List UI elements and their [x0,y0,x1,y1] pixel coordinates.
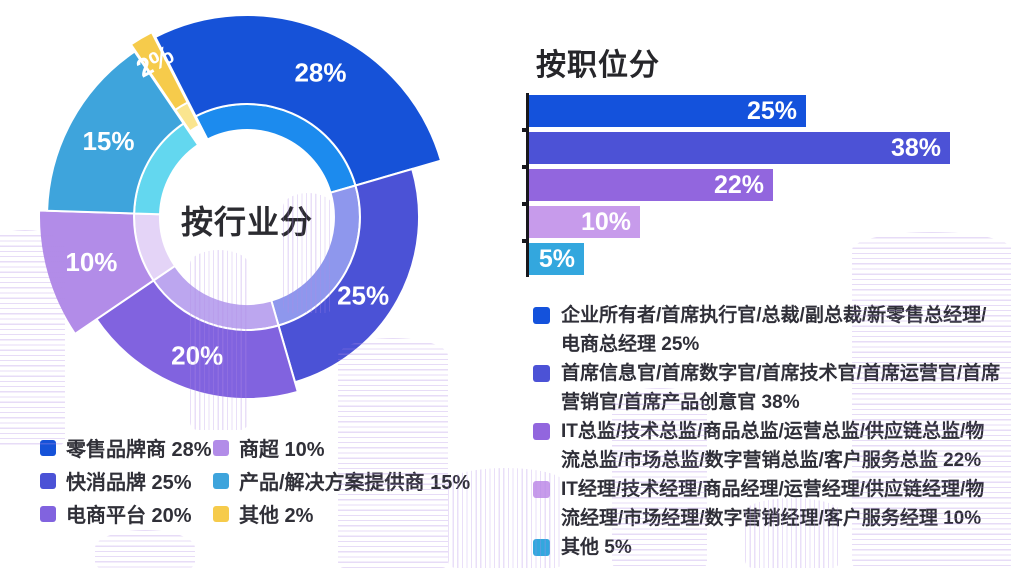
bar-axis-tick [522,201,527,206]
bar-segment: 22% [529,169,773,201]
legend-item: 其他 5% [533,533,1003,562]
legend-label: IT总监/技术总监/商品总监/运营总监/供应链总监/物流总监/市场总监/数字营销… [561,421,985,471]
industry-donut-legend: 零售品牌商 28% 快消品牌 25% 电商平台 20% 商超 10% 产品/解决方案提供… [40,431,470,530]
donut-slice [153,14,443,187]
donut-slice [46,50,185,215]
legend-label: 产品/解决方案提供商 15% [239,472,471,494]
donut-slice-label: 15% [82,126,134,156]
bar-value-label: 25% [746,97,797,125]
bar-row: 25% [529,95,950,127]
bar-value-label: 10% [580,208,631,236]
legend-label: IT经理/技术经理/商品经理/运营经理/供应链经理/物流经理/市场经理/数字营销… [561,479,985,529]
legend-item: 产品/解决方案提供商 15% [213,464,470,497]
donut-hole [160,130,334,304]
bars-title: 按职位分 [536,49,660,82]
bar-segment: 5% [529,243,584,275]
legend-item: 零售品牌商 28% [40,431,213,464]
legend-label: 电商平台 20% [66,505,192,527]
bar-segment: 38% [529,132,950,164]
legend-swatch-icon [533,307,550,324]
bar-axis-tick [522,238,527,243]
legend-label: 企业所有者/首席执行官/总裁/副总裁/新零售总经理/电商总经理 25% [561,305,987,355]
legend-item: IT总监/技术总监/商品总监/运营总监/供应链总监/物流总监/市场总监/数字营销… [533,417,1003,475]
legend-item: 电商平台 20% [40,497,213,530]
bar-rows: 25% 38% 22% 10% 5% [529,95,950,280]
building-decoration [95,530,195,568]
legend-label: 其他 2% [239,505,314,527]
donut-slice-label: 25% [337,280,389,310]
legend-swatch-icon [533,365,550,382]
donut-slice [129,30,189,112]
legend-swatch-icon [40,439,56,456]
industry-donut-chart: 28%25%20%10%15%2% [38,14,443,400]
donut-slice-label: 10% [65,247,117,277]
legend-label: 快消品牌 25% [66,472,192,494]
bar-segment: 10% [529,206,640,238]
donut-slice-label: 28% [294,58,346,88]
bar-value-label: 38% [890,134,941,162]
position-bar-chart: 25% 38% 22% 10% 5% [522,93,1002,281]
legend-label: 商超 10% [239,439,325,461]
legend-item: 商超 10% [213,431,470,464]
legend-item: 其他 2% [213,497,470,530]
bar-value-label: 22% [713,171,764,199]
legend-item: IT经理/技术经理/商品经理/运营经理/供应链经理/物流经理/市场经理/数字营销… [533,475,1003,533]
legend-swatch-icon [533,423,550,440]
legend-swatch-icon [213,472,229,489]
position-bar-legend: 企业所有者/首席执行官/总裁/副总裁/新零售总经理/电商总经理 25% 首席信息官… [533,301,1003,562]
legend-label: 首席信息官/首席数字官/首席技术官/首席运营官/首席营销官/首席产品创意官 38… [561,363,1001,413]
donut-slice [38,209,155,336]
bar-value-label: 5% [538,245,575,273]
legend-swatch-icon [533,481,550,498]
legend-item: 企业所有者/首席执行官/总裁/副总裁/新零售总经理/电商总经理 25% [533,301,1003,359]
bar-axis-tick [522,164,527,169]
legend-swatch-icon [40,505,56,522]
legend-swatch-icon [40,472,56,489]
legend-swatch-icon [213,505,229,522]
legend-item: 快消品牌 25% [40,464,213,497]
bar-row: 10% [529,206,950,238]
legend-swatch-icon [213,439,229,456]
bar-row: 38% [529,132,950,164]
donut-slice-label: 20% [171,340,223,370]
bar-axis-tick [522,127,527,132]
bar-row: 22% [529,169,950,201]
bar-row: 5% [529,243,950,275]
bar-segment: 25% [529,95,806,127]
donut-center-title: 按行业分 [180,204,314,240]
legend-label: 其他 5% [561,537,632,558]
legend-label: 零售品牌商 28% [66,439,212,461]
legend-item: 首席信息官/首席数字官/首席技术官/首席运营官/首席营销官/首席产品创意官 38… [533,359,1003,417]
legend-swatch-icon [533,539,550,556]
bar-axis-line [526,93,529,277]
